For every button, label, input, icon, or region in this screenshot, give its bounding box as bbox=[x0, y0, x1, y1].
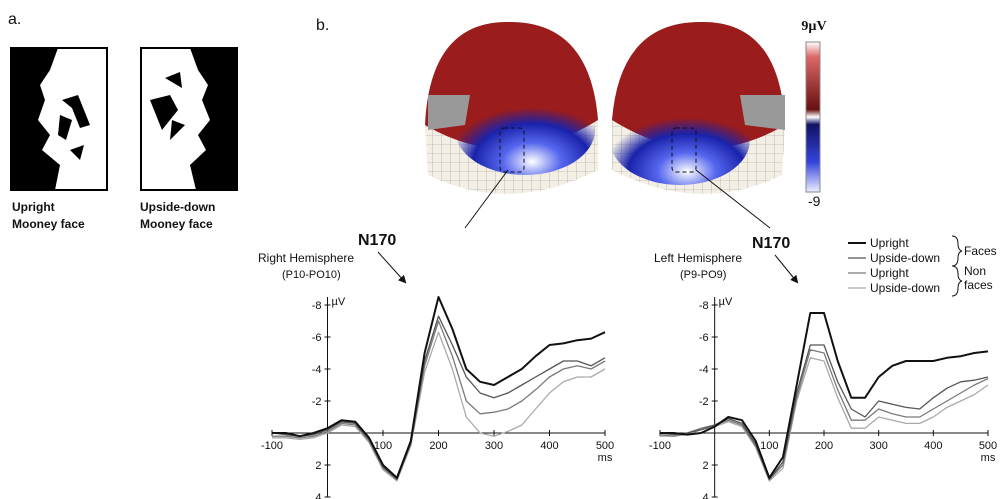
series-line bbox=[659, 344, 989, 481]
y-tick-label: 2 bbox=[315, 460, 321, 472]
annotation: N170 bbox=[358, 232, 396, 249]
y-tick-label: -4 bbox=[312, 364, 322, 376]
head-map-left bbox=[610, 21, 785, 194]
series-line bbox=[272, 320, 606, 481]
colorbar-label: -9 bbox=[808, 193, 821, 209]
y-tick-label: -6 bbox=[312, 332, 322, 344]
face-label: Upright bbox=[12, 200, 55, 214]
series-line bbox=[660, 357, 989, 482]
y-tick-label: -8 bbox=[312, 300, 322, 312]
colorbar-label: 9µV bbox=[801, 19, 826, 34]
series-line bbox=[660, 312, 989, 479]
x-unit: ms bbox=[598, 452, 613, 464]
chart-subtitle: (P9-PO9) bbox=[680, 269, 726, 281]
chart-title: Right Hemisphere bbox=[258, 251, 354, 265]
legend-label: Upside-down bbox=[870, 281, 940, 295]
panel-label: a. bbox=[8, 11, 21, 28]
y-tick-label: -4 bbox=[699, 364, 709, 376]
face-label: Mooney face bbox=[140, 217, 213, 231]
y-tick-label: -2 bbox=[699, 396, 709, 408]
x-tick-label: 100 bbox=[760, 440, 778, 452]
colorbar bbox=[805, 41, 821, 193]
legend-label: Upright bbox=[870, 236, 909, 250]
x-tick-label: 200 bbox=[429, 440, 447, 452]
x-tick-label: 200 bbox=[815, 440, 833, 452]
arrow bbox=[774, 254, 799, 284]
annotation: N170 bbox=[752, 235, 790, 252]
y-tick-label: -2 bbox=[312, 396, 322, 408]
chart-subtitle: (P10-PO10) bbox=[282, 269, 341, 281]
y-tick-label: 4 bbox=[703, 492, 709, 499]
panel-label: b. bbox=[316, 17, 329, 34]
mooney-face-upside-down bbox=[140, 47, 238, 191]
x-tick-label: -100 bbox=[261, 440, 283, 452]
x-tick-label: -100 bbox=[649, 440, 671, 452]
head-map-right bbox=[425, 21, 598, 194]
y-tick-label: -6 bbox=[699, 332, 709, 344]
legend-group: Non bbox=[964, 264, 986, 278]
chart-title: Left Hemisphere bbox=[654, 251, 742, 265]
legend-brace bbox=[951, 265, 963, 297]
legend-brace bbox=[951, 235, 963, 267]
x-tick-label: 400 bbox=[924, 440, 942, 452]
y-tick-label: 2 bbox=[703, 460, 709, 472]
x-tick-label: 300 bbox=[869, 440, 887, 452]
x-tick-label: 100 bbox=[374, 440, 392, 452]
series-line bbox=[271, 315, 606, 481]
y-unit: µV bbox=[332, 296, 346, 308]
x-tick-label: 300 bbox=[485, 440, 503, 452]
series-line bbox=[272, 296, 606, 479]
y-tick-label: -8 bbox=[699, 300, 709, 312]
mooney-face-upright bbox=[10, 47, 108, 191]
connector bbox=[464, 169, 509, 229]
face-label: Upside-down bbox=[140, 200, 215, 214]
x-unit: ms bbox=[981, 452, 996, 464]
series-line bbox=[659, 349, 989, 481]
legend-group: Faces bbox=[964, 244, 997, 258]
series-line bbox=[272, 331, 606, 482]
legend-group: faces bbox=[964, 278, 993, 292]
x-tick-label: 500 bbox=[596, 440, 614, 452]
y-tick-label: 4 bbox=[315, 492, 321, 499]
legend-label: Upside-down bbox=[870, 251, 940, 265]
x-tick-label: 400 bbox=[540, 440, 558, 452]
arrow bbox=[377, 251, 407, 284]
face-label: Mooney face bbox=[12, 217, 85, 231]
y-unit: µV bbox=[719, 296, 733, 308]
x-tick-label: 500 bbox=[979, 440, 997, 452]
connector bbox=[695, 169, 771, 229]
legend-label: Upright bbox=[870, 266, 909, 280]
